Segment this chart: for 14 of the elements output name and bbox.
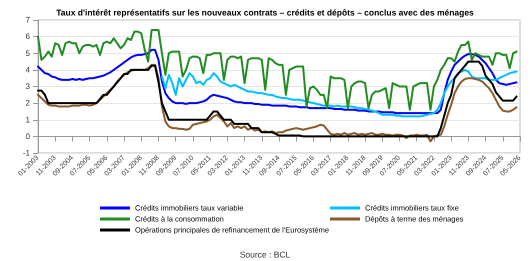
line-series [37,28,518,111]
y-tick-label: 2 [26,98,31,108]
y-tick-label: 0 [26,132,31,141]
source-note: Source : BCL [240,250,291,260]
y-tick-label: 5 [26,48,31,58]
chart-title: Taux d'intérêt représentatifs sur les nouveaux contrats – crédits et dépôts – conclus avec des ménages [56,8,474,18]
y-tick-label: 3 [26,82,31,91]
y-tick-label: 4 [26,65,31,74]
y-tick-label: 7 [26,16,31,24]
line-series [37,48,518,114]
y-tick-label: -1 [22,148,31,158]
y-tick-label: 6 [26,32,31,42]
y-tick-label: 1 [26,115,31,124]
line-series [160,68,518,118]
